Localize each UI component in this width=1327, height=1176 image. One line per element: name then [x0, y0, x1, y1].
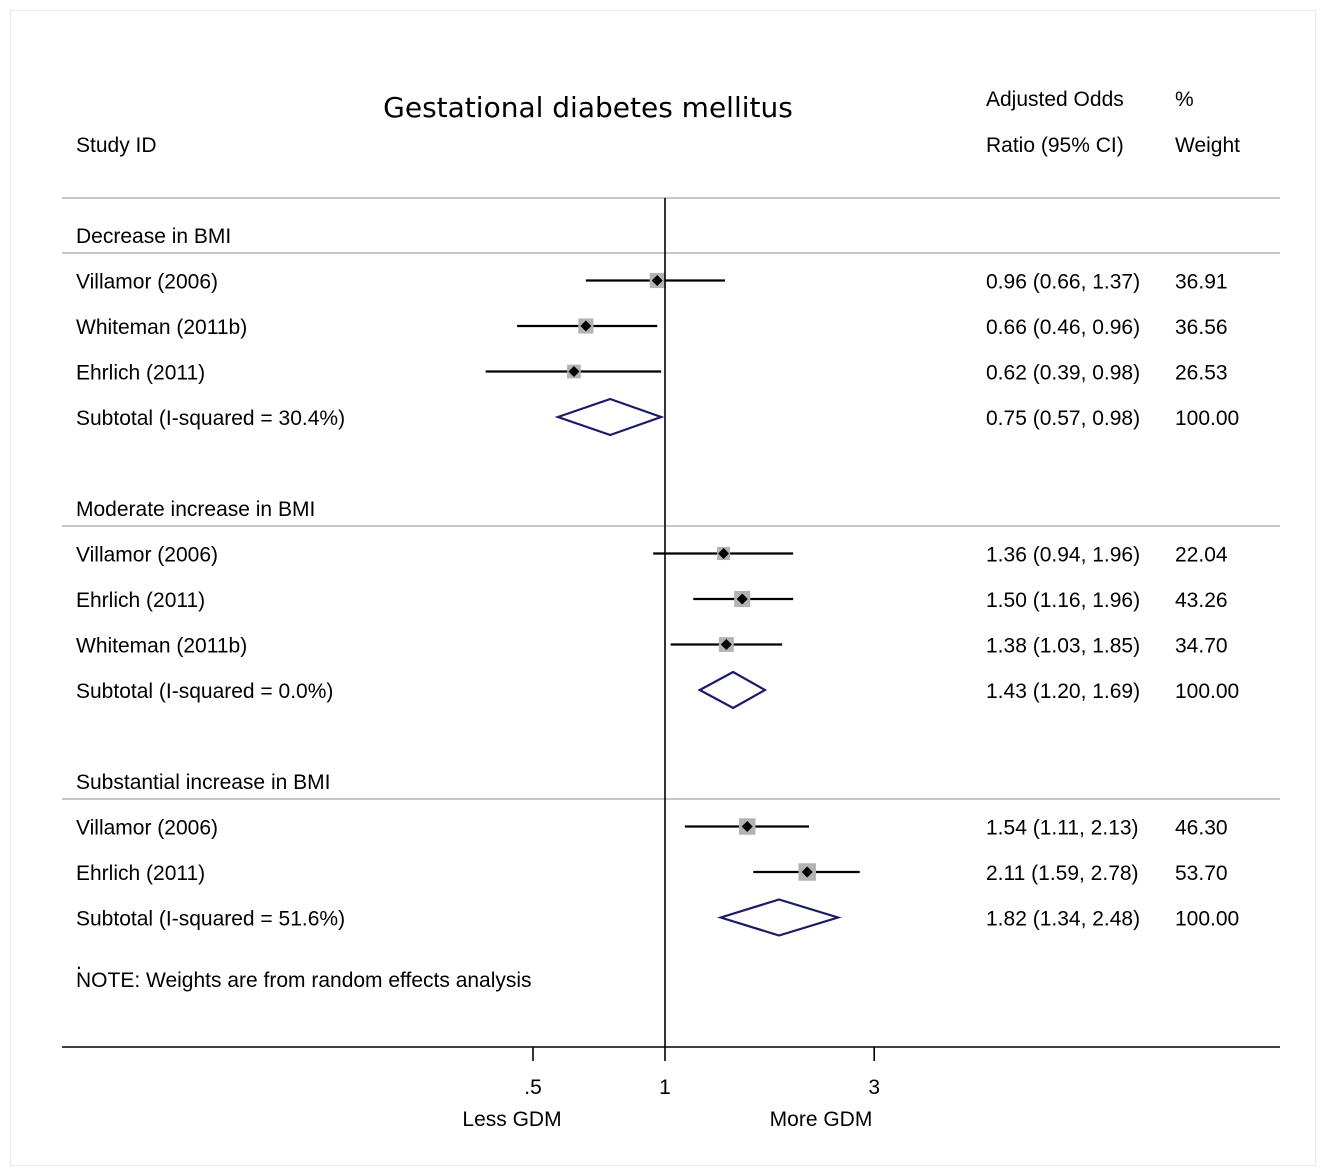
direction-label-left: Less GDM — [462, 1108, 561, 1131]
study-label: Villamor (2006) — [76, 817, 218, 840]
header-weight-line2: Weight — [1175, 134, 1240, 157]
note-dot: . — [76, 951, 82, 974]
group-label: Substantial increase in BMI — [76, 771, 330, 794]
subtotal-weight-value: 100.00 — [1175, 908, 1239, 931]
weight-value: 46.30 — [1175, 817, 1228, 840]
study-label: Ehrlich (2011) — [76, 862, 205, 885]
subtotal-label: Subtotal (I-squared = 30.4%) — [76, 407, 345, 430]
header-weight-line1: % — [1175, 88, 1194, 111]
group-label: Decrease in BMI — [76, 225, 231, 248]
subtotal-diamond — [554, 397, 665, 437]
weight-value: 43.26 — [1175, 589, 1228, 612]
point-estimate — [651, 275, 663, 286]
point-estimate — [741, 821, 753, 832]
point-estimate — [720, 639, 732, 650]
weight-value: 26.53 — [1175, 362, 1228, 385]
header-study-id: Study ID — [76, 134, 157, 157]
study-label: Villamor (2006) — [76, 271, 218, 294]
x-tick-label: 1 — [659, 1076, 671, 1099]
or-ci-value: 1.36 (0.94, 1.96) — [986, 544, 1140, 567]
point-estimate — [801, 866, 813, 878]
figure-frame — [10, 10, 1316, 1166]
chart-title: Gestational diabetes mellitus — [383, 91, 793, 124]
point-estimate — [736, 593, 748, 605]
study-label: Whiteman (2011b) — [76, 635, 247, 658]
subtotal-diamond — [697, 670, 768, 710]
subtotal-weight-value: 100.00 — [1175, 680, 1239, 703]
point-estimate — [568, 366, 580, 377]
subtotal-label: Subtotal (I-squared = 51.6%) — [76, 908, 345, 931]
or-ci-value: 1.38 (1.03, 1.85) — [986, 635, 1140, 658]
subtotal-weight-value: 100.00 — [1175, 407, 1239, 430]
weight-value: 34.70 — [1175, 635, 1228, 658]
x-axis: .5 1 3 — [62, 198, 1280, 1099]
x-tick-label: 3 — [868, 1076, 880, 1099]
group-label: Moderate increase in BMI — [76, 498, 315, 521]
direction-label-right: More GDM — [770, 1108, 873, 1131]
study-label: Ehrlich (2011) — [76, 362, 205, 385]
weight-value: 53.70 — [1175, 862, 1228, 885]
or-ci-value: 2.11 (1.59, 2.78) — [986, 862, 1139, 885]
header-or-line2: Ratio (95% CI) — [986, 134, 1124, 157]
subtotal-diamond — [717, 898, 842, 937]
point-estimate — [718, 548, 730, 559]
or-ci-value: 0.96 (0.66, 1.37) — [986, 271, 1140, 294]
weight-value: 36.91 — [1175, 271, 1228, 294]
or-ci-value: 1.54 (1.11, 2.13) — [986, 817, 1139, 840]
or-ci-value: 0.66 (0.46, 0.96) — [986, 316, 1140, 339]
subtotal-label: Subtotal (I-squared = 0.0%) — [76, 680, 333, 703]
point-estimate — [580, 320, 592, 332]
weight-value: 36.56 — [1175, 316, 1228, 339]
study-label: Whiteman (2011b) — [76, 316, 247, 339]
weights-note: NOTE: Weights are from random effects an… — [76, 969, 532, 992]
weight-value: 22.04 — [1175, 544, 1228, 567]
forest-rows: Decrease in BMI Villamor (2006) 0.96 (0.66… — [62, 225, 1280, 937]
or-ci-value: 1.50 (1.16, 1.96) — [986, 589, 1140, 612]
subtotal-or-ci-value: 1.43 (1.20, 1.69) — [986, 680, 1140, 703]
x-tick-label: .5 — [524, 1076, 542, 1099]
study-label: Ehrlich (2011) — [76, 589, 205, 612]
study-label: Villamor (2006) — [76, 544, 218, 567]
subtotal-or-ci-value: 1.82 (1.34, 2.48) — [986, 908, 1140, 931]
subtotal-or-ci-value: 0.75 (0.57, 0.98) — [986, 407, 1140, 430]
header-or-line1: Adjusted Odds — [986, 88, 1124, 111]
or-ci-value: 0.62 (0.39, 0.98) — [986, 362, 1140, 385]
